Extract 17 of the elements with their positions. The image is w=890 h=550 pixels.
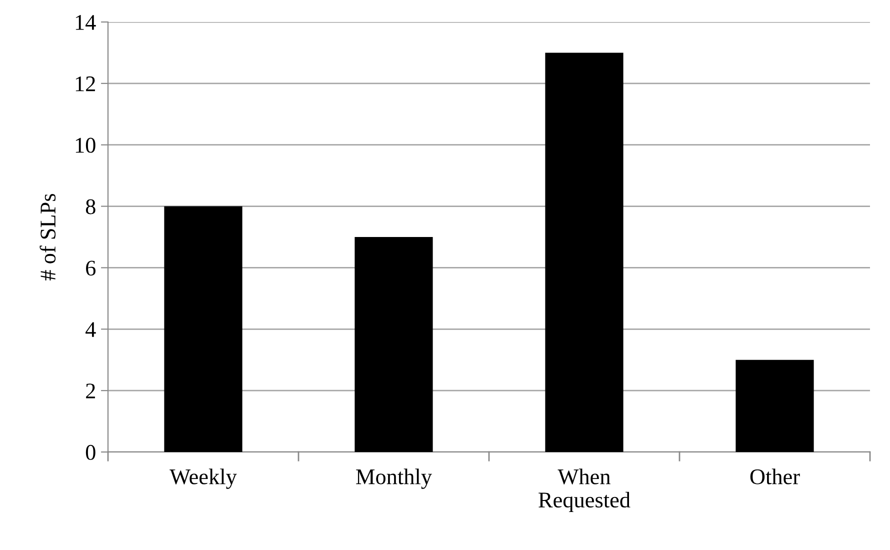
bar xyxy=(736,360,814,452)
bar xyxy=(354,237,433,452)
y-tick-label: 12 xyxy=(76,76,95,92)
x-tick-label: Monthly xyxy=(356,468,432,489)
x-tick-label: Weekly xyxy=(170,468,237,489)
y-tick-label: 6 xyxy=(86,260,96,276)
x-tick-label: When Requested xyxy=(538,468,630,512)
y-tick-label: 14 xyxy=(76,15,96,30)
bar xyxy=(164,206,242,452)
y-tick-label: 10 xyxy=(76,138,96,153)
x-tick-label: Other xyxy=(750,468,800,484)
y-tick-label: 8 xyxy=(86,199,96,214)
y-tick-label: 4 xyxy=(86,322,96,337)
y-tick-label: 0 xyxy=(86,444,96,460)
bar xyxy=(545,52,624,452)
y-tick-label: 2 xyxy=(86,384,95,398)
y-axis-title: # of SLPs xyxy=(40,194,56,280)
